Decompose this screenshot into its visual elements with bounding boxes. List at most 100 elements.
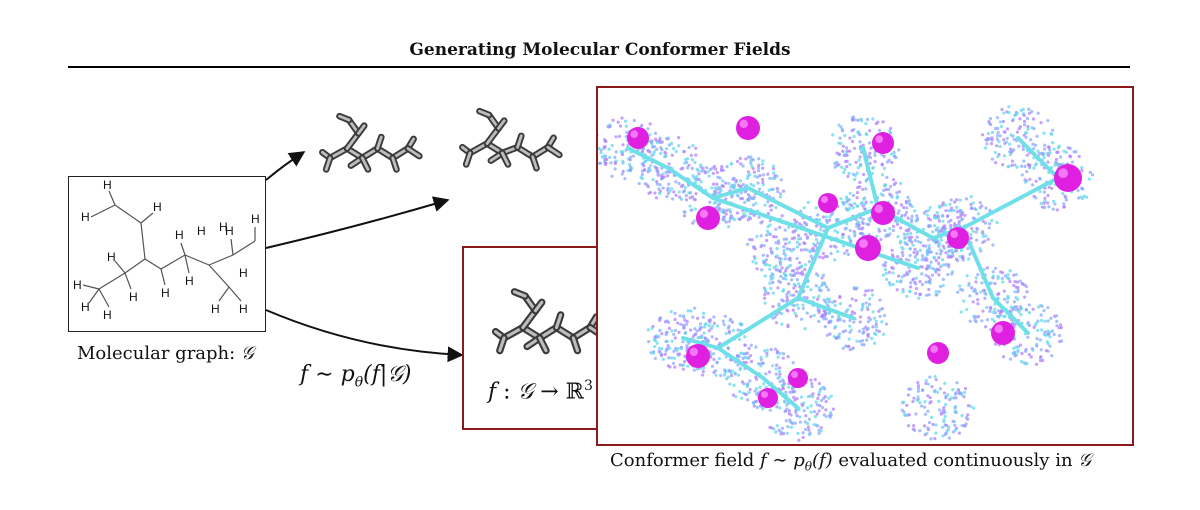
- cloud-point: [1040, 318, 1044, 323]
- cloud-point: [802, 409, 806, 413]
- cloud-point: [771, 176, 775, 180]
- cloud-point: [745, 398, 750, 402]
- cloud-point: [681, 363, 686, 367]
- cloud-point: [785, 298, 790, 302]
- cloud-point: [624, 119, 628, 123]
- cloud-point: [759, 234, 763, 238]
- cloud-point: [798, 415, 802, 419]
- cloud-point: [1035, 342, 1039, 347]
- cloud-point: [666, 344, 670, 348]
- cloud-point: [1003, 297, 1007, 301]
- cloud-point: [1052, 332, 1056, 337]
- cloud-point: [910, 220, 914, 224]
- cloud-point: [899, 203, 904, 207]
- cloud-point: [848, 237, 852, 241]
- cloud-point: [1029, 138, 1033, 142]
- cloud-point: [958, 198, 962, 202]
- cloud-point: [856, 130, 860, 134]
- cloud-point: [778, 260, 782, 264]
- cloud-point: [788, 263, 793, 268]
- cloud-point: [880, 320, 884, 324]
- cloud-point: [953, 406, 957, 410]
- methyl-branch: [208, 264, 230, 288]
- cloud-point: [993, 281, 997, 286]
- cloud-point: [935, 211, 939, 215]
- cloud-point: [745, 176, 750, 180]
- cloud-point: [868, 151, 872, 155]
- cloud-point: [874, 322, 878, 326]
- cloud-point: [990, 138, 994, 142]
- cloud-point: [1038, 359, 1043, 363]
- cloud-point: [699, 163, 703, 167]
- cloud-point: [1030, 125, 1034, 130]
- cloud-point: [732, 383, 736, 387]
- cloud-point: [1042, 201, 1046, 205]
- bond-highlight: [498, 336, 506, 353]
- cloud-point: [733, 372, 737, 376]
- atom-highlight: [858, 238, 868, 248]
- cloud-point: [640, 169, 645, 173]
- cloud-point: [775, 254, 779, 258]
- cloud-point: [1024, 135, 1028, 139]
- arrow-to-field-function: [265, 309, 464, 363]
- cloud-point: [846, 174, 850, 179]
- cloud-point: [754, 261, 758, 265]
- cloud-point: [930, 385, 934, 389]
- cloud-point: [809, 288, 813, 292]
- cloud-point: [771, 280, 775, 284]
- cloud-point: [774, 321, 779, 325]
- cloud-point: [777, 241, 781, 245]
- cloud-point: [888, 126, 893, 131]
- sampled-conformer-1: [319, 112, 423, 173]
- cloud-point: [789, 425, 794, 429]
- cloud-point: [773, 315, 777, 319]
- cloud-point: [960, 414, 964, 418]
- cloud-point: [819, 288, 823, 293]
- cloud-point: [1038, 190, 1042, 194]
- cloud-point: [861, 187, 865, 192]
- cloud-point: [903, 213, 907, 217]
- cloud-point: [827, 396, 831, 400]
- cloud-point: [780, 266, 784, 270]
- cloud-point: [837, 163, 841, 167]
- cloud-point: [660, 176, 664, 180]
- cloud-point: [761, 177, 765, 182]
- cloud-point: [884, 322, 889, 326]
- cloud-point: [631, 154, 636, 158]
- cloud-point: [907, 258, 911, 262]
- cloud-point: [926, 382, 930, 386]
- field-bond: [666, 166, 715, 200]
- cloud-point: [913, 255, 917, 259]
- field-atom: [991, 321, 1015, 345]
- cloud-point: [797, 282, 801, 286]
- cloud-point: [854, 160, 858, 164]
- cloud-point: [613, 167, 617, 171]
- cloud-point: [907, 413, 911, 417]
- cloud-point: [905, 242, 909, 247]
- cloud-point: [759, 355, 763, 360]
- cloud-point: [747, 346, 751, 351]
- cloud-point: [998, 144, 1002, 149]
- atom-highlight: [689, 347, 698, 356]
- cloud-point: [928, 205, 932, 210]
- cloud-point: [861, 221, 865, 225]
- cloud-point: [808, 249, 813, 253]
- cloud-point: [699, 180, 703, 184]
- cloud-point: [987, 226, 991, 230]
- cloud-point: [681, 183, 685, 187]
- arrow-to-conformer-1: [265, 151, 306, 181]
- cloud-point: [763, 263, 767, 267]
- cloud-point: [981, 234, 985, 239]
- cloud-point: [724, 181, 728, 185]
- cloud-point: [685, 320, 689, 324]
- cloud-point: [1020, 173, 1024, 177]
- cloud-point: [923, 400, 927, 404]
- cloud-point: [832, 335, 836, 339]
- cloud-point: [1001, 355, 1006, 359]
- cloud-point: [673, 311, 677, 315]
- cloud-point: [918, 401, 922, 405]
- cloud-point: [1041, 152, 1045, 156]
- cloud-point: [949, 226, 953, 230]
- cloud-point: [925, 248, 930, 252]
- cloud-point: [725, 165, 729, 169]
